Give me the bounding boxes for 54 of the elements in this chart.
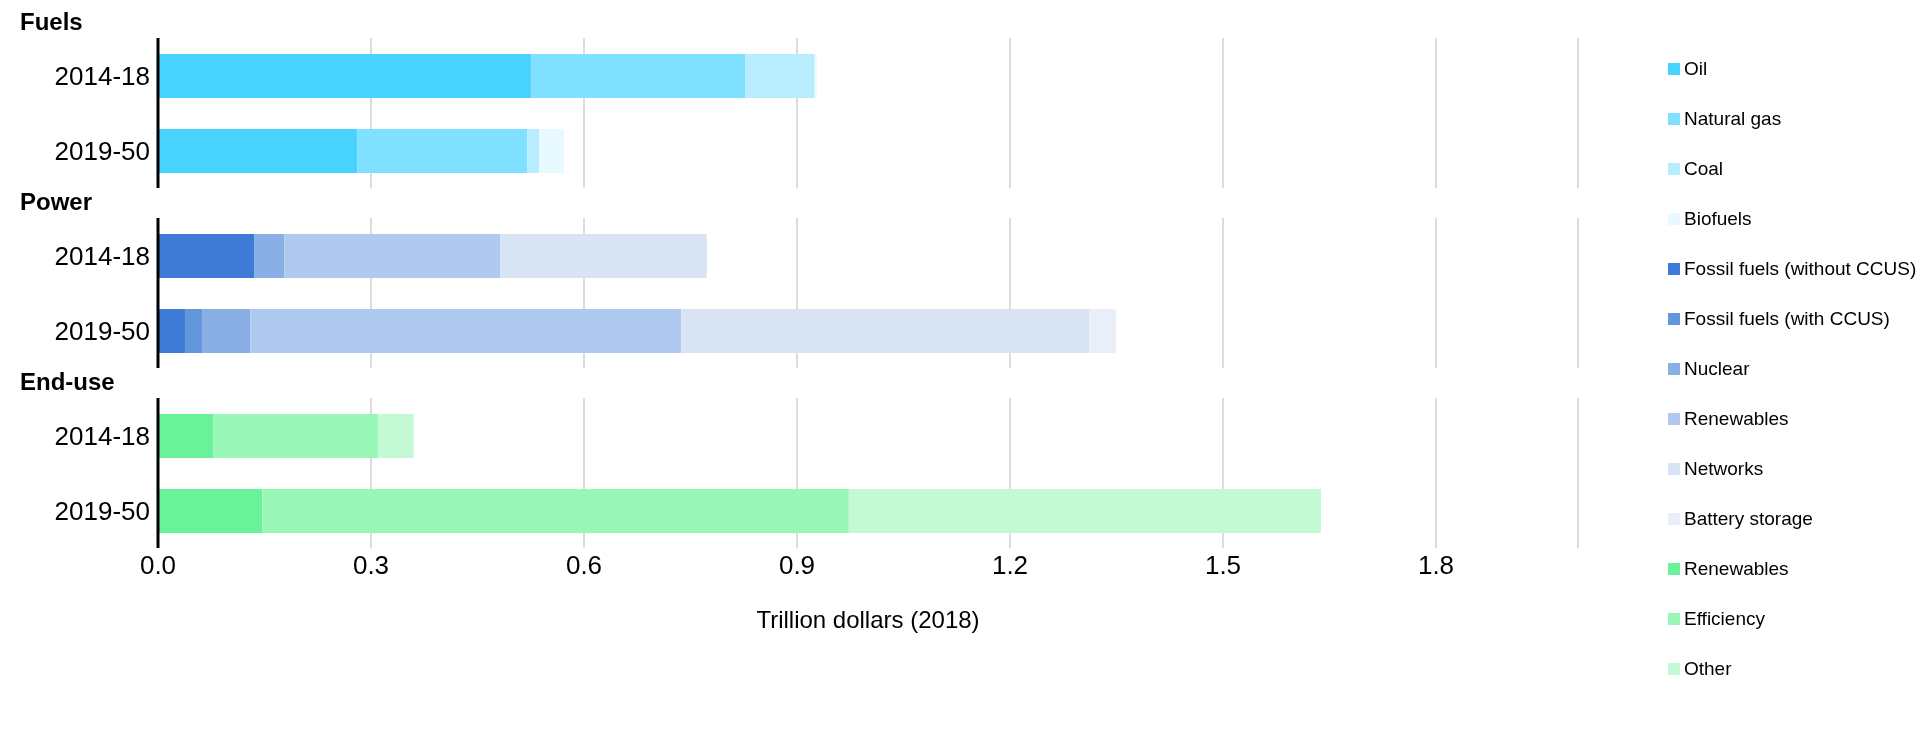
y-tick-label: 2014-18 xyxy=(54,240,150,271)
legend-label: Nuclear xyxy=(1684,358,1750,380)
legend-label: Fossil fuels (without CCUS) xyxy=(1684,258,1917,280)
bar xyxy=(158,489,263,533)
bar xyxy=(500,234,707,278)
bar xyxy=(531,54,746,98)
y-tick-label: 2019-50 xyxy=(54,495,150,526)
legend-label: Coal xyxy=(1684,158,1724,180)
bar xyxy=(213,414,379,458)
legend-label: Other xyxy=(1684,658,1732,680)
bar xyxy=(202,309,251,353)
legend-label: Oil xyxy=(1684,58,1708,80)
bar xyxy=(814,54,817,98)
x-tick-label: 0.0 xyxy=(139,550,177,581)
bar xyxy=(681,309,1090,353)
legend-label: Networks xyxy=(1684,458,1764,480)
bar xyxy=(158,129,358,173)
bar xyxy=(378,414,414,458)
bar xyxy=(848,489,1321,533)
chart-title: Power xyxy=(20,188,94,217)
chart-title: End-use xyxy=(20,368,116,397)
legend-label: Efficiency xyxy=(1684,608,1765,630)
x-axis-title: Trillion dollars (2018) xyxy=(755,606,981,634)
x-tick-label: 1.2 xyxy=(991,550,1029,581)
y-tick-label: 2019-50 xyxy=(54,135,150,166)
x-tick-label: 0.9 xyxy=(778,550,816,581)
x-tick-label: 0.3 xyxy=(352,550,390,581)
bar xyxy=(158,234,255,278)
x-tick-label: 1.8 xyxy=(1417,550,1455,581)
chart-title: Fuels xyxy=(20,8,84,37)
bar xyxy=(254,234,285,278)
x-tick-label: 0.6 xyxy=(565,550,603,581)
bar xyxy=(262,489,849,533)
bar xyxy=(158,54,532,98)
bar xyxy=(184,309,203,353)
bar xyxy=(357,129,528,173)
y-tick-label: 2014-18 xyxy=(54,60,150,91)
bar xyxy=(250,309,682,353)
bar xyxy=(284,234,501,278)
legend-label: Natural gas xyxy=(1684,108,1782,130)
legend-label: Renewables xyxy=(1684,408,1789,430)
x-tick-label: 1.5 xyxy=(1204,550,1242,581)
bar xyxy=(745,54,815,98)
y-tick-label: 2019-50 xyxy=(54,315,150,346)
bar xyxy=(158,309,185,353)
legend-label: Renewables xyxy=(1684,558,1789,580)
bar xyxy=(1089,309,1116,353)
legend-label: Fossil fuels (with CCUS) xyxy=(1684,308,1890,330)
bar xyxy=(527,129,540,173)
bar xyxy=(539,129,565,173)
legend-label: Battery storage xyxy=(1684,508,1813,530)
y-tick-label: 2014-18 xyxy=(54,420,150,451)
bar xyxy=(158,414,214,458)
legend-label: Biofuels xyxy=(1684,208,1752,230)
